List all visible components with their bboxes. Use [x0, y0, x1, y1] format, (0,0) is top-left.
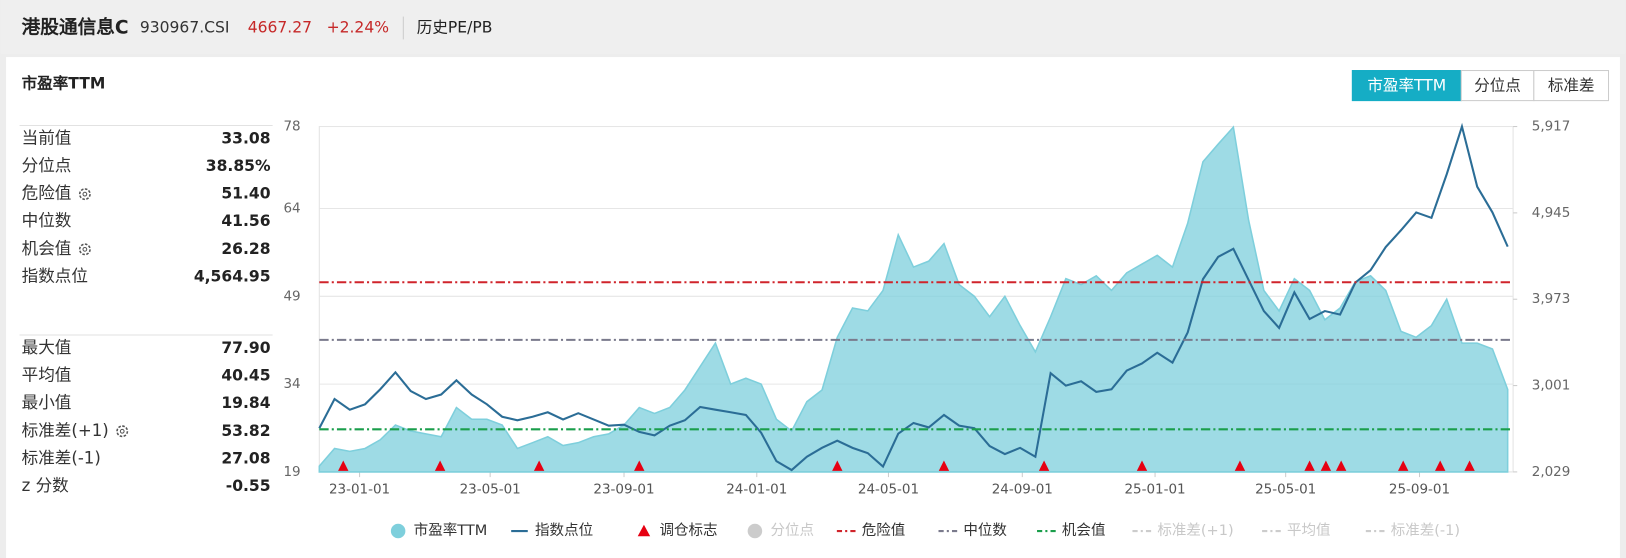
stat-value: 4,564.95: [194, 267, 271, 285]
rebalance-marker: [1234, 460, 1246, 471]
rebalance-marker: [533, 460, 545, 471]
y2-tick-label: 5,917: [1532, 119, 1571, 135]
stats: 当前值 33.08 分位点 38.85% 危险值 51.40 中位数 41.56 机会值 26.2…: [19, 124, 273, 495]
stat-value: 26.28: [221, 240, 270, 258]
legend-label[interactable]: 危险值: [862, 522, 906, 539]
x-tick-label: 25-05-01: [1255, 482, 1316, 498]
legend-label[interactable]: 中位数: [963, 522, 1007, 539]
rebalance-marker: [1304, 460, 1315, 471]
stat-label: 中位数: [22, 211, 72, 230]
stat-label: 指数点位: [22, 266, 88, 285]
rebalance-marker: [1434, 460, 1446, 471]
chart: 19 34 49 64 78 2,029 3,001 3,973 4,945 5,917 23-01…: [283, 119, 1570, 539]
legend-label[interactable]: 市盈率TTM: [414, 522, 488, 539]
stat-label: 分位点: [22, 156, 72, 175]
stat-label: 机会值: [22, 239, 72, 258]
rebalance-marker: [1335, 460, 1347, 471]
legend-icon[interactable]: [637, 524, 651, 537]
y2-tick-label: 2,029: [1532, 464, 1571, 480]
y2-tick-label: 3,001: [1532, 378, 1571, 394]
stat-value: 41.56: [221, 212, 270, 230]
stat-value: 51.40: [221, 185, 270, 203]
legend-icon[interactable]: [747, 523, 763, 539]
rebalance-marker: [1038, 460, 1050, 471]
y-tick-label: 64: [283, 200, 300, 216]
tab-group: 市盈率TTM 分位点 标准差: [1351, 70, 1610, 102]
gear-icon[interactable]: [116, 425, 129, 438]
index-title: 港股通信息C: [22, 17, 129, 39]
rebalance-marker: [1464, 460, 1475, 471]
rebalance-marker: [1136, 460, 1148, 471]
stat-value: -0.55: [226, 477, 271, 495]
gear-center: [82, 191, 88, 197]
stat-value: 77.90: [221, 339, 270, 357]
x-tick-label: 25-09-01: [1389, 482, 1450, 498]
pe-area: [318, 125, 1509, 473]
legend-label[interactable]: 指数点位: [535, 522, 593, 539]
x-tick-label: 24-05-01: [858, 482, 919, 498]
y2-tick-label: 3,973: [1532, 291, 1571, 307]
stat-value: 19.84: [221, 394, 270, 412]
legend-label[interactable]: 标准差(+1): [1157, 522, 1233, 539]
legend-label[interactable]: 分位点: [770, 522, 814, 539]
rebalance-marker: [634, 460, 645, 471]
header-bar: [0, 0, 1626, 54]
x-tick-label: 23-09-01: [593, 482, 654, 498]
rebalance-marker: [938, 460, 950, 471]
x-tick-label: 23-05-01: [460, 482, 521, 498]
tab-button[interactable]: [1351, 70, 1462, 102]
index-code: 930967.CSI: [140, 19, 230, 37]
tab-label[interactable]: 分位点: [1474, 77, 1521, 95]
stat-value: 27.08: [221, 449, 270, 467]
panel-title: 市盈率TTM: [22, 74, 106, 93]
stat-value: 33.08: [221, 129, 270, 147]
index-price: 4667.27: [248, 19, 312, 37]
x-tick-label: 23-01-01: [329, 482, 390, 498]
rebalance-marker: [1397, 460, 1409, 471]
tab-button[interactable]: [1460, 70, 1535, 102]
y-tick-label: 49: [283, 288, 300, 304]
tab-label[interactable]: 市盈率TTM: [1367, 77, 1446, 95]
index-change: +2.24%: [327, 19, 389, 37]
stat-label: 平均值: [22, 366, 72, 385]
tab-button[interactable]: [1533, 70, 1610, 102]
stat-label: 危险值: [22, 184, 72, 203]
y-tick-label: 19: [283, 464, 300, 480]
legend-label[interactable]: 平均值: [1287, 522, 1331, 539]
stat-value: 53.82: [221, 422, 270, 440]
stat-value: 40.45: [221, 367, 270, 385]
y-tick-label: 34: [283, 376, 300, 392]
rebalance-marker: [1320, 460, 1332, 471]
gear-icon[interactable]: [78, 188, 91, 201]
y2-tick-label: 4,945: [1532, 205, 1571, 221]
gear-center: [82, 246, 88, 252]
x-tick-label: 25-01-01: [1124, 482, 1185, 498]
legend-label[interactable]: 机会值: [1062, 522, 1106, 539]
legend-icon[interactable]: [390, 523, 406, 539]
stat-label: 标准差(+1): [22, 421, 109, 440]
stat-label: z 分数: [22, 476, 70, 495]
gear-icon[interactable]: [78, 243, 91, 256]
y-tick-label: 78: [283, 119, 300, 135]
rebalance-marker: [434, 460, 446, 471]
page-tab[interactable]: 历史PE/PB: [417, 19, 493, 37]
stat-value: 38.85%: [206, 157, 271, 175]
rebalance-marker: [338, 460, 349, 471]
stat-label: 标准差(-1): [22, 448, 101, 467]
stat-label: 最小值: [22, 393, 72, 412]
index-line: [318, 122, 1509, 472]
legend-label[interactable]: 标准差(-1): [1391, 522, 1460, 539]
stat-label: 最大值: [22, 338, 72, 357]
legend-label[interactable]: 调仓标志: [659, 522, 717, 539]
tab-label[interactable]: 标准差: [1548, 77, 1595, 95]
x-tick-label: 24-09-01: [992, 482, 1053, 498]
stat-label: 当前值: [22, 128, 72, 147]
x-tick-label: 24-01-01: [726, 482, 787, 498]
rebalance-marker: [832, 460, 843, 471]
gear-center: [119, 428, 125, 434]
